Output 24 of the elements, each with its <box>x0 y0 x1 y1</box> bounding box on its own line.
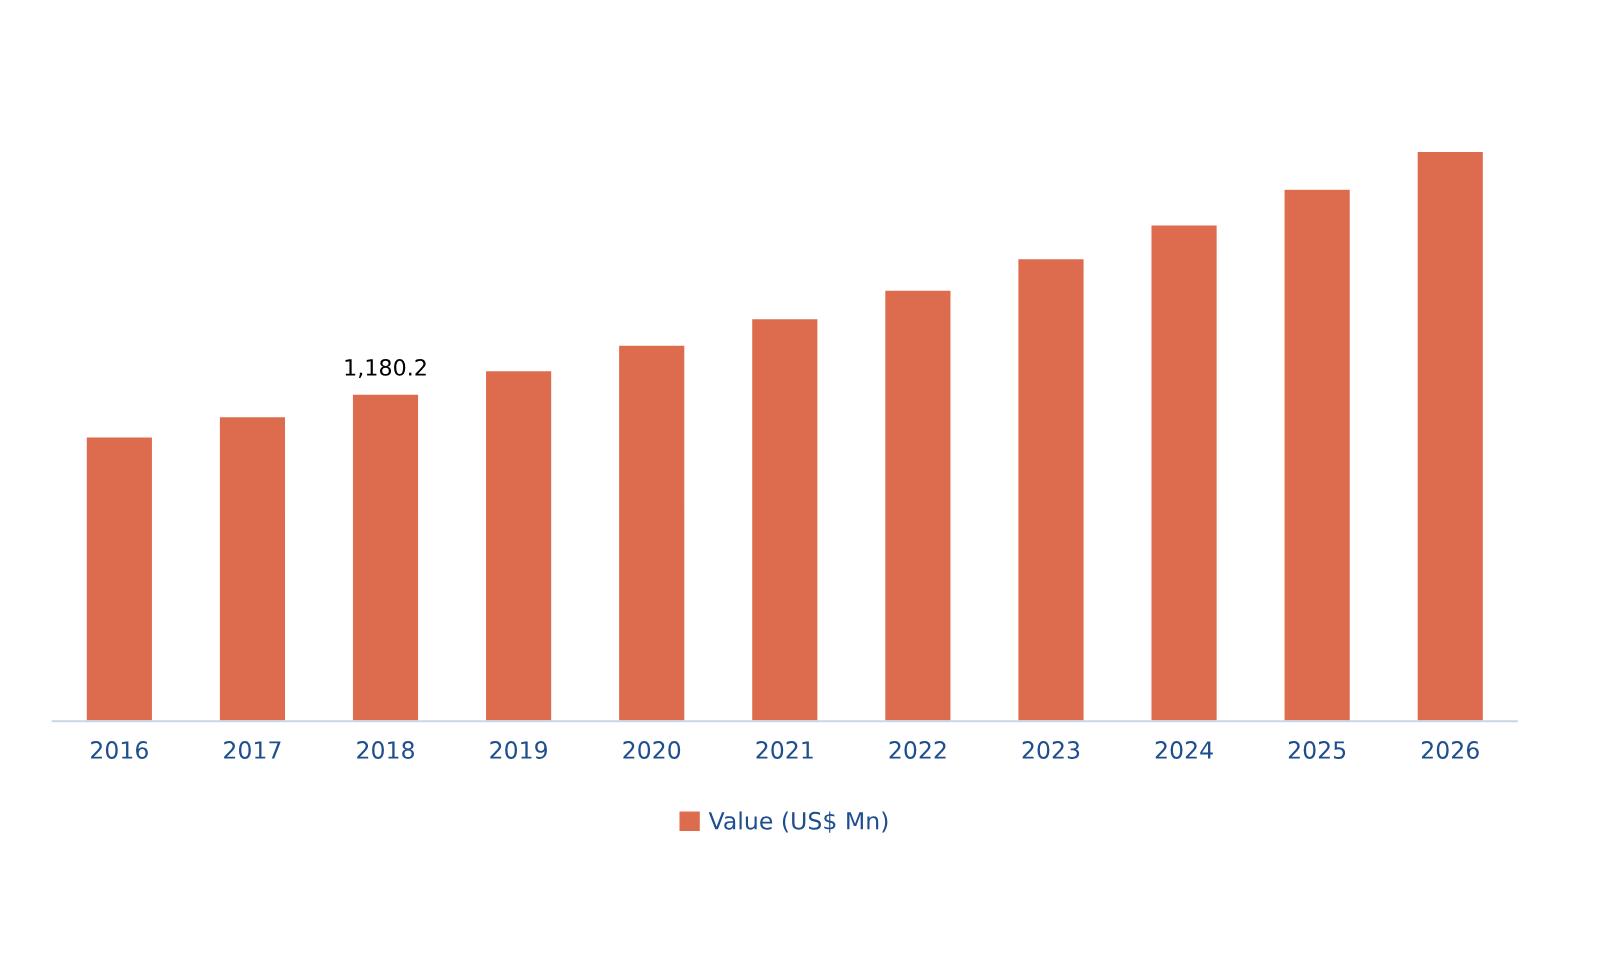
bar <box>351 393 420 722</box>
x-tick-label: 2016 <box>91 741 148 759</box>
bar <box>484 369 553 722</box>
x-tick-label: 2020 <box>623 741 681 759</box>
data-label: 1,180.2 <box>345 358 426 379</box>
bar <box>750 317 819 722</box>
bar <box>1416 150 1485 722</box>
bar <box>85 436 154 722</box>
x-tick-label: 2019 <box>490 741 547 759</box>
legend-label: Value (US$ Mn) <box>708 811 888 833</box>
x-tick-label: 2018 <box>357 741 414 759</box>
x-tick-label: 2021 <box>756 741 813 759</box>
bar <box>883 289 952 722</box>
bar <box>617 344 686 722</box>
bar <box>1017 257 1085 722</box>
bar <box>1150 224 1219 722</box>
bar <box>218 415 287 722</box>
x-tick-label: 2017 <box>224 741 281 759</box>
bar <box>1283 188 1352 722</box>
x-tick-label: 2022 <box>889 741 946 759</box>
x-tick-label: 2026 <box>1421 741 1479 759</box>
x-tick-label: 2025 <box>1288 741 1346 759</box>
x-tick-label: 2024 <box>1155 741 1213 759</box>
x-tick-label: 2023 <box>1022 741 1080 759</box>
